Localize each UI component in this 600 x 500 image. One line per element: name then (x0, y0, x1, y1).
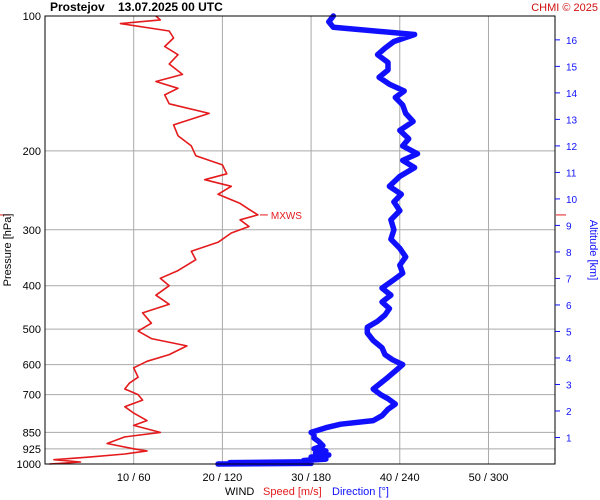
pressure-tick-label-600: 600 (23, 360, 41, 372)
pressure-tick-label-925: 925 (23, 444, 41, 456)
altitude-tick-label-3: 3 (566, 380, 572, 391)
altitude-tick-label-4: 4 (566, 354, 572, 365)
altitude-tick-label-16: 16 (566, 36, 578, 47)
series-line-direction (215, 13, 421, 467)
altitude-tick-label-14: 14 (566, 89, 578, 100)
x-axis-speed-label: Speed [m/s] (263, 486, 322, 498)
x-tick-label-3: 30 / 180 (291, 472, 331, 484)
x-axis-direction-label: Direction [°] (332, 486, 389, 498)
pressure-tick-label-300: 300 (23, 225, 41, 237)
altitude-tick-label-1: 1 (566, 433, 572, 444)
altitude-tick-label-6: 6 (566, 301, 572, 312)
pressure-tick-label-1000: 1000 (17, 459, 41, 471)
altitude-tick-label-2: 2 (566, 407, 572, 418)
series-line-speed (49, 15, 259, 465)
pressure-tick-label-200: 200 (23, 146, 41, 158)
x-tick-label-5: 50 / 300 (469, 472, 509, 484)
altitude-tick-label-15: 15 (566, 62, 578, 73)
altitude-tick-label-5: 5 (566, 327, 572, 338)
pressure-tick-label-500: 500 (23, 324, 41, 336)
altitude-tick-label-12: 12 (566, 142, 578, 153)
x-tick-label-4: 40 / 240 (380, 472, 420, 484)
altitude-tick-label-13: 13 (566, 115, 578, 126)
pressure-tick-label-850: 850 (23, 427, 41, 439)
credit-label: CHMI © 2025 (531, 2, 598, 14)
altitude-tick-label-9: 9 (566, 221, 572, 232)
pressure-tick-label-100: 100 (23, 11, 41, 23)
altitude-tick-label-11: 11 (566, 168, 577, 179)
x-tick-label-2: 20 / 120 (203, 472, 243, 484)
mxws-annotation: MXWS (271, 211, 302, 222)
grid-lines (45, 16, 555, 464)
pressure-tick-label-700: 700 (23, 390, 41, 402)
axes-layer: MXWS100200300400500600700850925100012345… (0, 11, 578, 484)
plot-frame (44, 15, 556, 465)
y-axis-label-pressure: Pressure [hPa] (2, 214, 14, 287)
x-axis-title: WIND (225, 486, 254, 498)
station-title: Prostejov (50, 0, 105, 14)
altitude-tick-label-8: 8 (566, 248, 572, 259)
x-tick-label-1: 10 / 60 (117, 472, 151, 484)
altitude-tick-label-7: 7 (566, 274, 572, 285)
series-layer (49, 13, 421, 467)
y-axis-label-altitude: Altitude [km] (587, 220, 599, 281)
altitude-tick-label-10: 10 (566, 195, 578, 206)
pressure-tick-label-400: 400 (23, 281, 41, 293)
datetime-title: 13.07.2025 00 UTC (118, 0, 223, 14)
